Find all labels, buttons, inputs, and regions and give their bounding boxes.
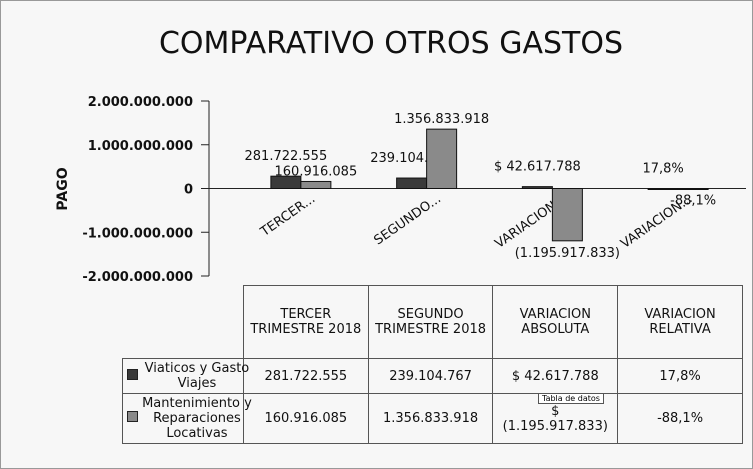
tooltip: Tabla de datos bbox=[538, 393, 604, 404]
table-cell: 160.916.085 bbox=[242, 393, 369, 444]
data-table: TERCER TRIMESTRE 2018 SEGUNDO TRIMESTRE 2… bbox=[122, 285, 743, 444]
data-label: (1.195.917.833) bbox=[515, 246, 620, 261]
y-tick-label: 2.000.000.000 bbox=[88, 95, 193, 110]
header-cell: VARIACION RELATIVA bbox=[617, 285, 743, 359]
bar bbox=[647, 188, 679, 190]
table-cell: -88,1% bbox=[617, 393, 743, 444]
chart-title: COMPARATIVO OTROS GASTOS bbox=[159, 26, 623, 61]
legend-label: Viaticos y Gasto Viajes bbox=[144, 361, 250, 391]
table-cell: 1.356.833.918 bbox=[367, 393, 494, 444]
data-label: 17,8% bbox=[642, 162, 683, 177]
data-label: -88,1% bbox=[670, 194, 716, 209]
y-tick-label: -1.000.000.000 bbox=[82, 226, 193, 241]
data-label: $ 42.617.788 bbox=[494, 160, 581, 175]
bar bbox=[521, 186, 553, 189]
data-label: 281.722.555 bbox=[245, 149, 328, 164]
y-tick-label: 0 bbox=[184, 183, 193, 198]
table-cell: 17,8% bbox=[617, 358, 743, 394]
data-label: 1.356.833.918 bbox=[394, 112, 489, 127]
table-cell: 281.722.555 bbox=[242, 358, 369, 394]
legend-cell: Mantenimiento y Reparaciones Locativas bbox=[122, 393, 252, 444]
table-cell: 239.104.767 bbox=[367, 358, 494, 394]
y-axis-label: PAGO bbox=[55, 167, 71, 210]
bar bbox=[396, 177, 428, 190]
x-tick-label: TERCER... bbox=[257, 191, 318, 240]
table-header: TERCER TRIMESTRE 2018 SEGUNDO TRIMESTRE 2… bbox=[123, 285, 743, 359]
bar bbox=[677, 188, 709, 190]
y-tick-label: 1.000.000.000 bbox=[88, 139, 193, 154]
table-row: Viaticos y Gasto Viajes 281.722.555 239.10… bbox=[122, 358, 743, 394]
bar bbox=[551, 188, 583, 242]
bar bbox=[426, 128, 458, 190]
legend-swatch bbox=[127, 411, 138, 422]
legend-cell: Viaticos y Gasto Viajes bbox=[122, 358, 249, 394]
legend-swatch bbox=[127, 368, 138, 380]
x-tick-label: SEGUNDO... bbox=[371, 191, 443, 248]
legend-label: Mantenimiento y Reparaciones Locativas bbox=[142, 396, 252, 441]
table-cell: $ 42.617.788 bbox=[492, 358, 619, 394]
y-tick-label: -2.000.000.000 bbox=[82, 270, 193, 285]
header-cell: TERCER TRIMESTRE 2018 bbox=[242, 285, 369, 359]
header-cell: SEGUNDO TRIMESTRE 2018 bbox=[367, 285, 494, 359]
corner-cell bbox=[123, 286, 244, 359]
header-cell: VARIACION ABSOLUTA bbox=[492, 285, 619, 359]
data-label: 160.916.085 bbox=[275, 164, 358, 179]
table-row: Mantenimiento y Reparaciones Locativas 16… bbox=[122, 393, 743, 444]
bar bbox=[300, 180, 332, 189]
